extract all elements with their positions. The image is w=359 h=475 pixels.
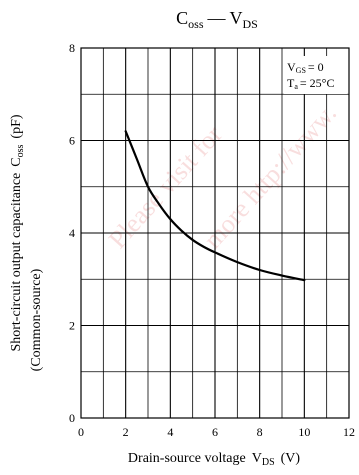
watermark-text: more http://www. — [198, 98, 342, 254]
y-tick-label: 4 — [69, 226, 75, 240]
x-tick-labels: 0 2 4 6 8 10 12 — [78, 425, 355, 439]
y-tick-label: 6 — [69, 134, 75, 148]
chart-title: Coss — VDS — [176, 8, 258, 31]
plot-frame — [80, 47, 350, 419]
x-tick-label: 0 — [78, 425, 84, 439]
x-axis-label: Drain-source voltage VDS (V) — [128, 451, 300, 468]
y-axis-sublabel: (Common-source) — [29, 268, 44, 371]
gridlines — [81, 48, 349, 418]
y-tick-label: 2 — [69, 319, 75, 333]
x-tick-label: 2 — [123, 425, 129, 439]
x-tick-label: 10 — [298, 425, 310, 439]
x-tick-label: 6 — [212, 425, 218, 439]
x-tick-label: 8 — [257, 425, 263, 439]
x-tick-label: 12 — [343, 425, 355, 439]
condition-ta: Ta = 25°C — [287, 76, 334, 91]
y-axis-label: Short-circuit output capacitanceCoss(pF) — [9, 114, 26, 351]
y-tick-label: 8 — [69, 41, 75, 55]
watermark: Please visit for more http://www. — [103, 98, 342, 254]
conditions-box-bg — [284, 56, 347, 94]
conditions-box: VGS = 0 Ta = 25°C — [284, 56, 347, 94]
y-tick-label: 0 — [69, 411, 75, 425]
y-tick-labels: 0 2 4 6 8 — [69, 41, 75, 425]
x-tick-label: 4 — [167, 425, 173, 439]
condition-vgs: VGS = 0 — [287, 60, 324, 75]
series-line — [124, 130, 306, 282]
